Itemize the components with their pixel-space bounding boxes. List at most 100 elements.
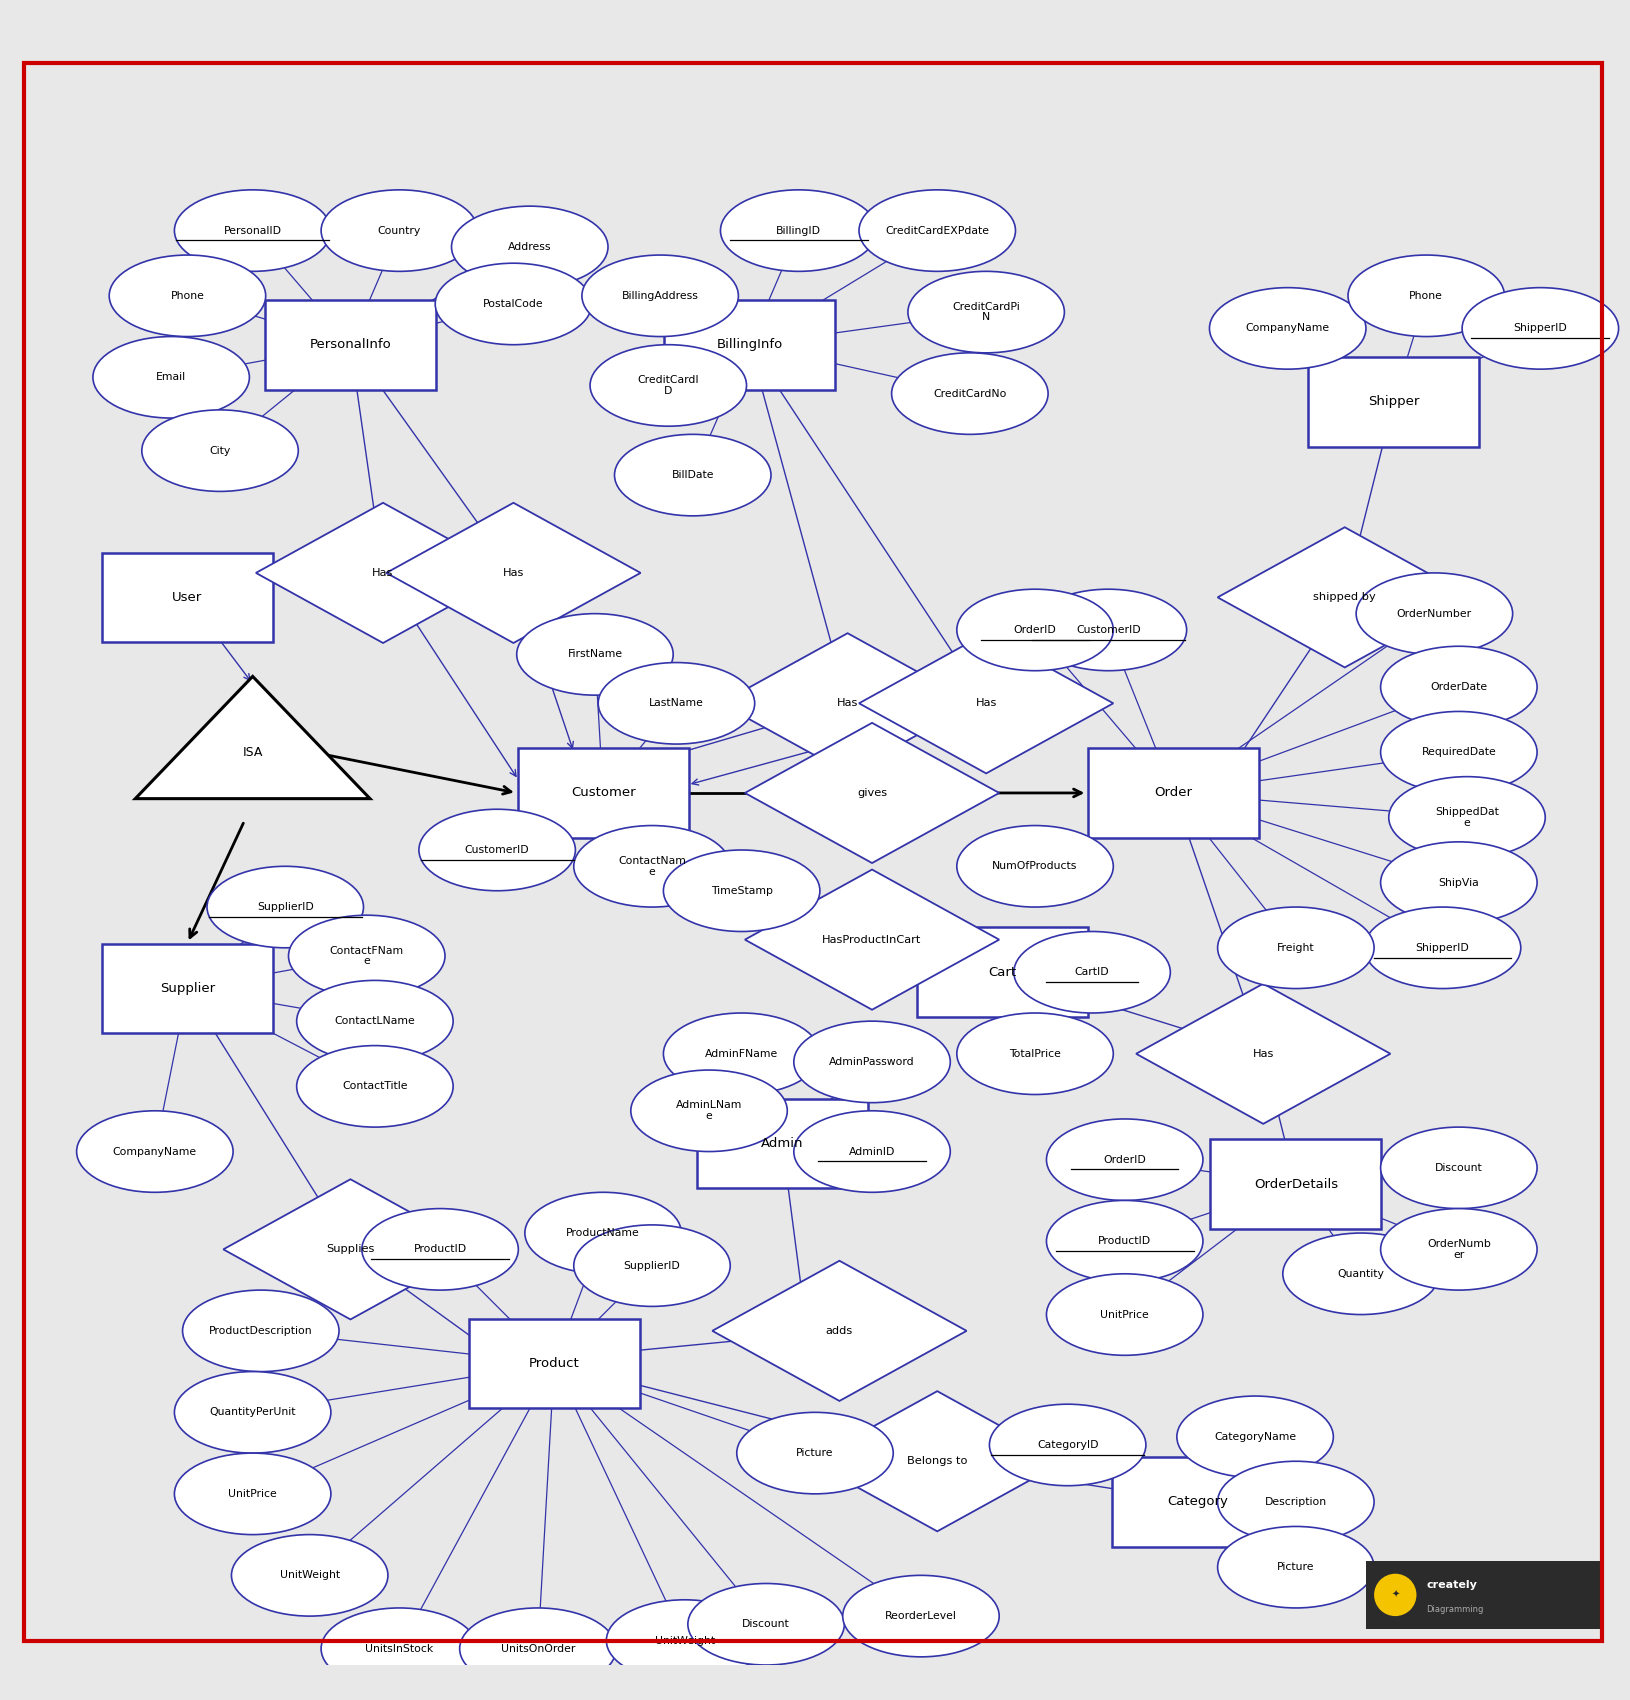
Text: ProductDescription: ProductDescription xyxy=(209,1326,313,1336)
Polygon shape xyxy=(720,632,975,774)
Text: CreditCardI
D: CreditCardI D xyxy=(637,376,699,396)
Text: Diagramming: Diagramming xyxy=(1426,1605,1483,1615)
Ellipse shape xyxy=(1046,1119,1203,1200)
Text: Discount: Discount xyxy=(742,1618,791,1629)
Ellipse shape xyxy=(663,850,820,932)
Text: ContactNam
e: ContactNam e xyxy=(618,855,686,877)
Text: CategoryID: CategoryID xyxy=(1037,1440,1099,1450)
Text: ShippedDat
e: ShippedDat e xyxy=(1434,808,1500,828)
Ellipse shape xyxy=(1218,908,1374,988)
Text: Category: Category xyxy=(1167,1496,1229,1508)
Bar xyxy=(698,1098,867,1188)
Ellipse shape xyxy=(183,1290,339,1372)
Text: Has: Has xyxy=(1252,1049,1275,1059)
Text: AdminLNam
e: AdminLNam e xyxy=(676,1100,742,1122)
Bar xyxy=(916,928,1089,1017)
Ellipse shape xyxy=(794,1110,950,1192)
Text: BillingID: BillingID xyxy=(776,226,822,236)
Ellipse shape xyxy=(1381,842,1537,923)
Ellipse shape xyxy=(419,809,575,891)
Bar xyxy=(1309,357,1480,447)
Bar xyxy=(518,748,688,838)
Text: HasProductInCart: HasProductInCart xyxy=(823,935,921,945)
Ellipse shape xyxy=(1389,777,1545,858)
Text: OrderNumb
er: OrderNumb er xyxy=(1426,1239,1491,1260)
Text: PersonalInfo: PersonalInfo xyxy=(310,338,391,352)
Text: AdminFName: AdminFName xyxy=(706,1049,778,1059)
Ellipse shape xyxy=(859,190,1015,272)
Text: BillDate: BillDate xyxy=(672,471,714,479)
Ellipse shape xyxy=(142,410,298,491)
Text: AdminPassword: AdminPassword xyxy=(830,1057,914,1068)
Text: UnitPrice: UnitPrice xyxy=(228,1489,277,1499)
Text: CreditCardPi
N: CreditCardPi N xyxy=(952,301,1020,323)
Ellipse shape xyxy=(688,1583,844,1664)
Text: Description: Description xyxy=(1265,1498,1327,1506)
Text: ReorderLevel: ReorderLevel xyxy=(885,1612,957,1622)
Text: User: User xyxy=(173,592,202,603)
Ellipse shape xyxy=(1218,1462,1374,1544)
Ellipse shape xyxy=(1381,646,1537,728)
Bar xyxy=(1366,1561,1602,1629)
Ellipse shape xyxy=(435,264,592,345)
Text: RequiredDate: RequiredDate xyxy=(1421,748,1496,756)
Text: Has: Has xyxy=(975,699,998,709)
Text: Country: Country xyxy=(378,226,421,236)
Ellipse shape xyxy=(207,867,363,949)
Text: CreditCardNo: CreditCardNo xyxy=(932,389,1007,398)
Bar xyxy=(101,552,272,643)
Circle shape xyxy=(1374,1574,1416,1617)
Ellipse shape xyxy=(957,1013,1113,1095)
Ellipse shape xyxy=(362,1209,518,1290)
Text: Supplier: Supplier xyxy=(160,983,215,994)
Ellipse shape xyxy=(321,1608,478,1690)
Text: Picture: Picture xyxy=(1276,1562,1315,1572)
Text: UnitsOnOrder: UnitsOnOrder xyxy=(500,1644,575,1654)
Text: CompanyName: CompanyName xyxy=(1245,323,1330,333)
Ellipse shape xyxy=(174,190,331,272)
Text: Email: Email xyxy=(156,372,186,382)
Ellipse shape xyxy=(720,190,877,272)
Ellipse shape xyxy=(1209,287,1366,369)
Text: Picture: Picture xyxy=(795,1448,835,1459)
Text: SupplierID: SupplierID xyxy=(624,1261,680,1270)
Text: UnitWeight: UnitWeight xyxy=(655,1635,714,1646)
Ellipse shape xyxy=(1014,932,1170,1013)
Text: TimeStamp: TimeStamp xyxy=(711,886,773,896)
Polygon shape xyxy=(1218,527,1472,668)
Text: UnitWeight: UnitWeight xyxy=(280,1571,339,1581)
Ellipse shape xyxy=(663,1013,820,1095)
Text: ProductName: ProductName xyxy=(566,1227,641,1238)
Text: BillingInfo: BillingInfo xyxy=(717,338,782,352)
Text: Has: Has xyxy=(372,568,394,578)
Ellipse shape xyxy=(631,1069,787,1151)
Ellipse shape xyxy=(77,1110,233,1192)
Text: TotalPrice: TotalPrice xyxy=(1009,1049,1061,1059)
Text: Phone: Phone xyxy=(1410,291,1443,301)
Ellipse shape xyxy=(1348,255,1504,337)
Text: ContactTitle: ContactTitle xyxy=(342,1081,408,1091)
Ellipse shape xyxy=(231,1535,388,1617)
Ellipse shape xyxy=(892,354,1048,434)
Text: adds: adds xyxy=(826,1326,852,1336)
Text: Admin: Admin xyxy=(761,1137,804,1149)
Text: Phone: Phone xyxy=(171,291,204,301)
Text: gives: gives xyxy=(857,787,887,797)
Polygon shape xyxy=(223,1180,478,1319)
Ellipse shape xyxy=(321,190,478,272)
Text: Has: Has xyxy=(836,699,859,709)
Ellipse shape xyxy=(517,614,673,695)
Ellipse shape xyxy=(737,1413,893,1494)
Text: BillingAddress: BillingAddress xyxy=(621,291,699,301)
Bar xyxy=(1112,1457,1284,1547)
Text: OrderID: OrderID xyxy=(1104,1154,1146,1165)
Bar xyxy=(1209,1139,1382,1229)
Text: CustomerID: CustomerID xyxy=(1076,626,1141,634)
Text: City: City xyxy=(209,445,231,456)
Text: creately: creately xyxy=(1426,1579,1477,1590)
Ellipse shape xyxy=(93,337,249,418)
Polygon shape xyxy=(1136,984,1390,1124)
Text: Customer: Customer xyxy=(570,787,636,799)
Text: OrderNumber: OrderNumber xyxy=(1397,609,1472,619)
Ellipse shape xyxy=(1177,1396,1333,1477)
